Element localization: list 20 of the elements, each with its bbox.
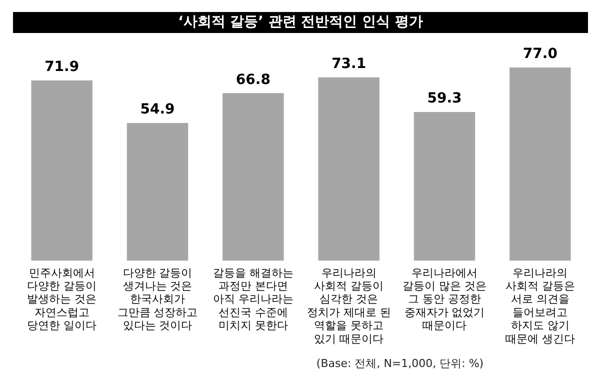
x-tick-label: 우리나라에서 갈등이 많은 것은 그 동안 공정한 중재자가 없었기 때문이다 [402, 266, 486, 332]
bar [414, 112, 476, 261]
x-tick-label: 민주사회에서 다양한 갈등이 발생하는 것은 자연스럽고 당연한 일이다 [27, 266, 97, 332]
x-tick-label: 다양한 갈등이 생겨나는 것은 한국사회가 그만큼 성장하고 있다는 것이다 [117, 266, 198, 332]
data-label: 66.8 [236, 72, 270, 88]
data-label: 73.1 [332, 56, 366, 72]
chart-title: ‘사회적 갈등’ 관련 전반적인 인식 평가 [13, 12, 588, 33]
x-tick-label: 우리나라의 사회적 갈등은 서로 의견을 들어보려고 하지도 않기 때문에 생긴다 [505, 266, 575, 346]
x-tick-label: 우리나라의 사회적 갈등이 심각한 것은 정치가 제대로 된 역할을 못하고 있기 때문이다 [306, 266, 391, 346]
bar [510, 68, 571, 261]
bar [222, 93, 284, 261]
data-label: 71.9 [44, 58, 80, 75]
x-tick-label: 갈등을 해결하는 과정만 본다면 아직 우리나라는 선진국 수준에 미치지 못한다 [212, 266, 294, 332]
data-label: 59.3 [427, 90, 462, 107]
data-label: 54.9 [140, 102, 175, 118]
text: (Base: 전체, N=1,000, 단위: %) [315, 356, 485, 371]
data-label: 77.0 [522, 46, 558, 62]
bar [126, 123, 188, 261]
bar [318, 77, 380, 261]
bar [31, 80, 92, 261]
